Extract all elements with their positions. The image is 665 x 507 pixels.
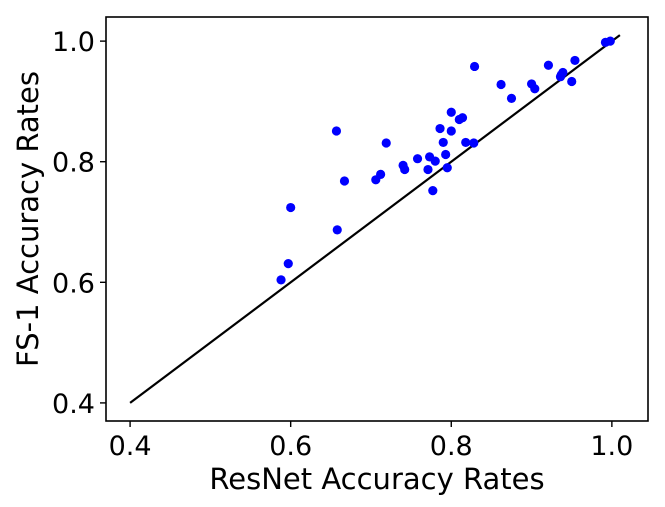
data-point-24 xyxy=(457,113,468,123)
y-tick-label: 0.8 xyxy=(52,148,95,179)
data-point-18 xyxy=(438,137,448,148)
x-tick-label: 0.4 xyxy=(109,431,152,462)
data-point-2 xyxy=(283,259,293,269)
data-point-32 xyxy=(543,60,554,70)
x-tick-label: 0.6 xyxy=(269,431,312,462)
reference-line xyxy=(129,34,621,404)
plot-frame xyxy=(105,16,649,422)
data-point-25 xyxy=(461,137,471,148)
data-point-6 xyxy=(339,176,350,186)
data-point-15 xyxy=(428,186,438,196)
data-point-39 xyxy=(605,36,615,46)
y-axis: 0.4 0.6 0.8 1.0 xyxy=(52,27,106,420)
data-point-22 xyxy=(446,107,456,117)
data-point-12 xyxy=(412,154,423,164)
data-point-4 xyxy=(331,126,342,136)
data-point-9 xyxy=(381,138,391,148)
data-point-26 xyxy=(469,138,479,148)
data-point-8 xyxy=(376,169,386,179)
data-point-35 xyxy=(558,67,568,78)
chart-marks xyxy=(129,34,621,404)
y-tick-label: 0.6 xyxy=(52,268,95,299)
x-tick-label: 1.0 xyxy=(590,431,633,462)
data-point-17 xyxy=(435,123,445,134)
data-point-21 xyxy=(446,126,456,136)
data-point-29 xyxy=(506,93,517,104)
data-point-1 xyxy=(276,275,286,285)
data-point-3 xyxy=(286,202,296,213)
data-point-5 xyxy=(332,225,342,235)
y-tick-label: 1.0 xyxy=(52,27,95,58)
x-axis: 0.4 0.6 0.8 1.0 xyxy=(109,421,633,462)
data-point-27 xyxy=(469,61,480,72)
y-tick-label: 0.4 xyxy=(52,389,95,420)
data-point-16 xyxy=(430,156,440,166)
data-point-37 xyxy=(570,55,580,66)
data-point-31 xyxy=(530,84,540,94)
data-point-13 xyxy=(423,164,433,175)
data-point-20 xyxy=(442,163,452,173)
data-point-36 xyxy=(567,76,577,87)
data-point-11 xyxy=(400,164,410,175)
x-axis-label: ResNet Accuracy Rates xyxy=(209,462,544,496)
data-point-28 xyxy=(496,79,506,90)
data-point-19 xyxy=(441,149,451,160)
y-axis-label: FS-1 Accuracy Rates xyxy=(11,71,45,367)
x-tick-label: 0.8 xyxy=(430,431,473,462)
